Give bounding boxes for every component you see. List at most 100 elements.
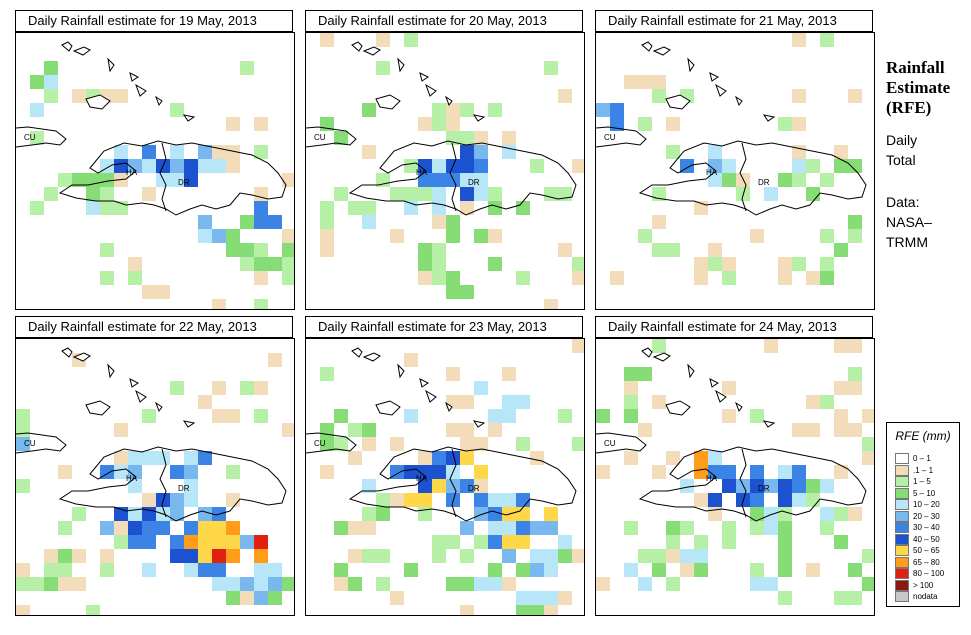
rainfall-cell [446,451,460,465]
rainfall-cell [334,187,348,201]
rainfall-cell [282,173,294,187]
rainfall-cell [334,577,348,591]
rainfall-cell [544,549,558,563]
rainfall-cell [544,605,558,615]
map-canvas: CU HA DR [16,41,294,309]
rainfall-cell [652,465,666,479]
rainfall-cell [240,61,254,75]
rainfall-cell [212,563,226,577]
label-ha: HA [126,168,138,177]
rainfall-cell [666,535,680,549]
rainfall-cell [254,257,268,271]
rainfall-cell [708,173,722,187]
rainfall-cell [778,507,792,521]
rainfall-cell [460,451,474,465]
island-coastline [135,389,147,403]
rainfall-cell [474,173,488,187]
legend-swatch [895,510,909,522]
rainfall-cell [778,591,792,605]
rainfall-cell [516,535,530,549]
rainfall-cell [114,89,128,103]
rainfall-cell [254,409,268,423]
rainfall-cell [848,159,862,173]
rainfall-cell [708,493,722,507]
rainfall-cell [792,173,806,187]
haiti-dr-border [159,142,167,212]
rainfall-cell [100,271,114,285]
rainfall-cell [226,117,240,131]
rainfall-cell [624,563,638,577]
rainfall-cell [820,479,834,493]
island-coastline [715,389,727,403]
rainfall-cell [404,159,418,173]
rainfall-cell [72,549,86,563]
rainfall-cell [198,535,212,549]
label-cu: CU [314,133,326,142]
rainfall-map: CU HA DR [305,338,585,616]
rainfall-cell [44,75,58,89]
rainfall-cell [862,549,874,563]
label-dr: DR [758,178,770,187]
rainfall-cell [572,257,584,271]
rainfall-cell [240,243,254,257]
rainfall-cell [226,535,240,549]
island-coastline [709,378,719,388]
source-line: TRMM [886,234,928,250]
rainfall-cell [516,521,530,535]
rainfall-cell [624,395,638,409]
rainfall-cell [212,145,226,159]
rainfall-cell [170,381,184,395]
rainfall-cell [460,479,474,493]
rainfall-cell [764,479,778,493]
legend-label: 1 – 5 [913,477,931,486]
rfe-title: Rainfall Estimate (RFE) [886,58,971,118]
rainfall-cell [624,381,638,395]
rainfall-cell [404,409,418,423]
rainfall-cell [240,257,254,271]
rainfall-cell [334,131,348,145]
rainfall-cell [254,591,268,605]
rainfall-cell [750,465,764,479]
rainfall-cell [502,131,516,145]
island-coastline [375,94,401,110]
rainfall-cell [432,479,446,493]
rainfall-cell [764,187,778,201]
rainfall-cell [558,549,572,563]
rainfall-cell [114,145,128,159]
island-coastline [472,420,486,428]
rainfall-cell [820,173,834,187]
rainfall-cell [694,563,708,577]
rainfall-cell [226,243,240,257]
rainfall-cell [460,159,474,173]
island-coastline [665,400,691,416]
legend-label: 10 – 20 [913,500,940,509]
rainfall-cell [30,131,44,145]
island-coastline [687,57,695,73]
rainfall-cell [834,591,848,605]
rainfall-cell [460,549,474,563]
label-cu: CU [314,439,326,448]
rainfall-cell [558,535,572,549]
rainfall-cell [86,201,100,215]
rainfall-cell [320,229,334,243]
map-canvas: CU HA DR [306,33,584,309]
rainfall-cell [418,271,432,285]
rainfall-cell [474,577,488,591]
rainfall-cell [572,159,584,173]
cuba-coastline [596,126,647,148]
rainfall-cell [862,437,874,451]
rainfall-cell [212,535,226,549]
rainfall-cell [254,577,268,591]
rainfall-cell [226,521,240,535]
rainfall-cell [446,367,460,381]
rainfall-cell [792,145,806,159]
rainfall-cell [212,521,226,535]
period-label: Daily Total [886,130,917,170]
cuba-coastline [16,126,67,148]
rainfall-cell [596,103,610,117]
rainfall-cell [16,605,30,615]
rainfall-cell [362,201,376,215]
rainfall-cell [114,465,128,479]
rainfall-cell [516,507,530,521]
legend-label: 50 – 65 [913,546,940,555]
